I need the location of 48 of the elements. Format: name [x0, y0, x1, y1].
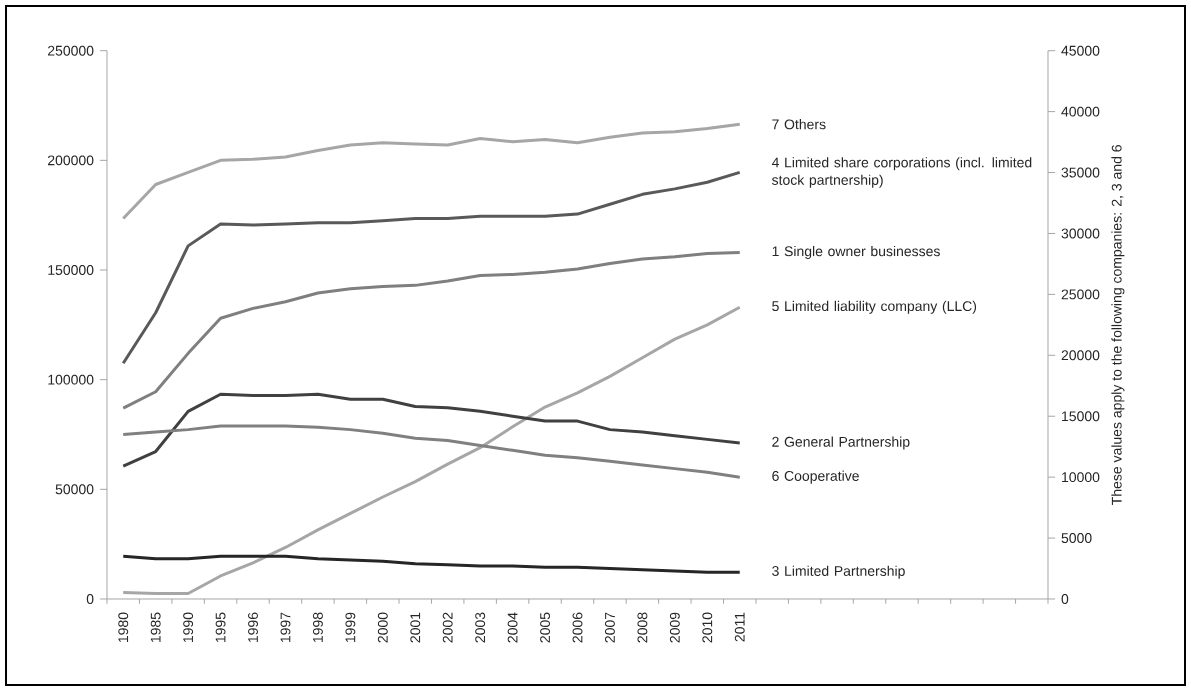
- y-tick-label: 100000: [48, 374, 94, 385]
- y2-tick-label: 0: [1061, 594, 1069, 604]
- y-tick-label: 200000: [48, 155, 94, 166]
- y2-tick-label: 15000: [1062, 411, 1100, 422]
- y2-tick-label: 45000: [1061, 45, 1100, 56]
- line-series: [121, 392, 742, 468]
- y2-tick-label: 25000: [1061, 289, 1100, 300]
- line-series: [121, 305, 742, 595]
- y-tick-label: 0: [86, 594, 94, 604]
- x-tick-label: 1996: [248, 612, 258, 643]
- line-series: [121, 250, 742, 410]
- x-tick-label: 2000: [377, 612, 388, 643]
- text: 2 General Partnership: [772, 436, 910, 450]
- line-series: [121, 122, 742, 220]
- x-tick-label: 1999: [345, 612, 356, 643]
- y-tick-label: 50000: [55, 484, 94, 495]
- text: 1 Single owner businesses: [772, 245, 940, 259]
- text: 7 Others: [772, 119, 826, 130]
- x-tick-label: 2007: [604, 612, 615, 643]
- text: 6 Cooperative: [772, 470, 859, 484]
- x-tick-label: 1985: [150, 612, 161, 643]
- x-tick-label: 2003: [475, 612, 486, 643]
- y-tick-label: 150000: [48, 265, 94, 275]
- x-tick-label: 2005: [540, 612, 550, 643]
- text: 4 Limited share corporations (incl. limited stock partnership): [771, 157, 1032, 188]
- y2-tick-label: 5000: [1061, 533, 1092, 544]
- x-tick-label: 1990: [183, 612, 194, 643]
- x-tick-label: 2009: [669, 612, 680, 643]
- x-tick-label: 2011: [734, 612, 745, 642]
- x-tick-label: 1980: [118, 612, 129, 643]
- x-tick-label: 2004: [507, 612, 518, 643]
- y2-tick-label: 30000: [1061, 228, 1100, 239]
- text: 5 Limited liability company (LLC): [772, 300, 977, 314]
- y2-tick-label: 20000: [1061, 350, 1100, 361]
- x-tick-label: 1997: [280, 612, 291, 643]
- text: 3 Limited Partnership: [772, 565, 905, 579]
- y2-tick-label: 35000: [1061, 167, 1100, 178]
- x-tick-label: 1995: [215, 612, 226, 643]
- x-tick-label: 2001: [410, 612, 421, 643]
- y2-tick-label: 40000: [1061, 106, 1100, 117]
- x-tick-label: 1998: [312, 612, 323, 643]
- x-tick-label: 2002: [442, 612, 453, 643]
- y-tick-label: 250000: [48, 45, 94, 56]
- x-tick-label: 2010: [702, 612, 713, 643]
- y2-tick-label: 10000: [1062, 472, 1100, 483]
- x-tick-label: 2006: [572, 612, 583, 643]
- y2-axis-title: These values apply to the following companies: 2, 3 and 6: [1111, 145, 1125, 505]
- x-tick-label: 2008: [637, 612, 648, 643]
